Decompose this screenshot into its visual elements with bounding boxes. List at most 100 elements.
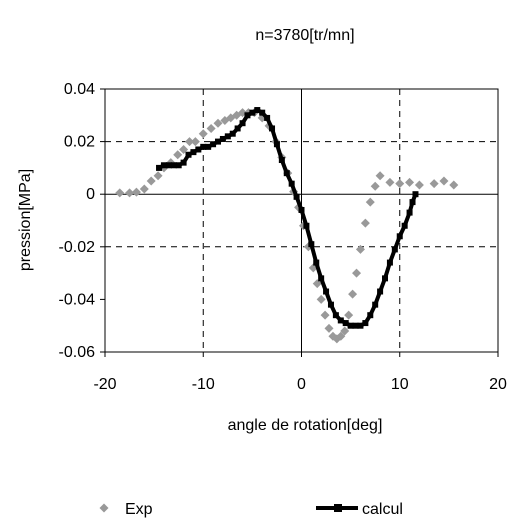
calcul-point — [205, 143, 212, 150]
calcul-point — [412, 191, 419, 198]
y-axis-ticks: -0.06 -0.04 -0.02 0 0.02 0.04 — [59, 81, 105, 361]
zero-lines — [105, 89, 498, 352]
calcul-point — [185, 151, 192, 158]
calcul-point — [308, 241, 315, 248]
exp-point — [198, 129, 208, 139]
calcul-point — [357, 322, 364, 329]
legend-calcul-label: calcul — [362, 501, 403, 518]
calcul-point — [293, 193, 300, 200]
calcul-point — [254, 107, 261, 114]
x-tick-label: 10 — [391, 376, 409, 393]
calcul-point — [313, 259, 320, 266]
calcul-point — [259, 109, 266, 116]
calcul-point — [318, 275, 325, 282]
calcul-point — [234, 125, 241, 132]
legend-exp-label: Exp — [125, 501, 153, 518]
y-tick-label: 0.02 — [64, 134, 95, 151]
calcul-point — [170, 162, 177, 169]
calcul-point — [160, 162, 167, 169]
y-axis-title: pression[MPa] — [17, 169, 34, 271]
exp-point — [125, 188, 135, 198]
y-tick-label: -0.04 — [59, 291, 96, 308]
exp-point — [352, 268, 362, 278]
calcul-point — [386, 259, 393, 266]
exp-point — [375, 171, 385, 181]
calcul-point — [342, 320, 349, 327]
x-tick-label: -10 — [192, 376, 215, 393]
calcul-point — [303, 222, 310, 229]
calcul-point — [337, 317, 344, 324]
series-calcul — [156, 107, 419, 329]
exp-point — [316, 294, 326, 304]
exp-point — [115, 188, 125, 198]
exp-point — [324, 323, 334, 333]
calcul-point — [224, 133, 231, 140]
exp-point — [139, 184, 149, 194]
calcul-point — [190, 149, 197, 156]
x-tick-label: 20 — [489, 376, 507, 393]
calcul-point — [362, 320, 369, 327]
x-axis-title: angle de rotation[deg] — [228, 417, 383, 434]
exp-point — [395, 179, 405, 189]
calcul-point — [214, 138, 221, 145]
calcul-point — [249, 109, 256, 116]
chart-title: n=3780[tr/mn] — [255, 27, 354, 44]
calcul-point — [347, 322, 354, 329]
calcul-point — [283, 170, 290, 177]
calcul-point — [382, 275, 389, 282]
exp-point — [173, 150, 183, 160]
calcul-point — [332, 312, 339, 319]
calcul-point — [229, 130, 236, 137]
calcul-point — [219, 135, 226, 142]
exp-point — [405, 177, 415, 187]
calcul-point — [175, 162, 182, 169]
calcul-point — [409, 199, 416, 206]
calcul-point — [244, 112, 251, 119]
exp-point — [348, 289, 358, 299]
calcul-point — [195, 146, 202, 153]
calcul-point — [165, 162, 172, 169]
calcul-point — [156, 164, 163, 171]
calcul-point — [239, 120, 246, 127]
exp-point — [320, 310, 330, 320]
y-tick-label: 0.04 — [64, 81, 95, 98]
exp-point — [385, 177, 395, 187]
exp-point — [340, 326, 350, 336]
calcul-point — [323, 288, 330, 295]
exp-point — [146, 176, 156, 186]
calcul-point — [391, 246, 398, 253]
exp-point — [131, 187, 141, 197]
calcul-point — [210, 141, 217, 148]
exp-point — [360, 218, 370, 228]
exp-point — [336, 331, 346, 341]
calcul-point — [288, 180, 295, 187]
legend-exp-marker — [99, 503, 109, 513]
calcul-point — [264, 114, 271, 121]
legend-calcul-marker — [334, 504, 342, 512]
calcul-point — [396, 233, 403, 240]
x-axis-ticks: -20 -10 0 10 20 — [93, 352, 507, 393]
exp-point — [312, 279, 322, 289]
calcul-point — [273, 141, 280, 148]
exp-point — [206, 123, 216, 133]
exp-point — [429, 179, 439, 189]
calcul-point — [180, 159, 187, 166]
legend: Exp calcul — [99, 501, 403, 518]
calcul-point — [327, 301, 334, 308]
y-tick-label: -0.02 — [59, 239, 96, 256]
exp-point — [370, 181, 380, 191]
y-tick-label: -0.06 — [59, 344, 96, 361]
exp-point — [449, 180, 459, 190]
exp-point — [414, 180, 424, 190]
exp-point — [365, 197, 375, 207]
calcul-point — [352, 322, 359, 329]
exp-point — [355, 244, 365, 254]
calcul-point — [298, 206, 305, 213]
calcul-point — [406, 209, 413, 216]
x-tick-label: -20 — [93, 376, 116, 393]
exp-point — [184, 137, 194, 147]
exp-point — [213, 118, 223, 128]
calcul-point — [269, 125, 276, 132]
calcul-point — [401, 222, 408, 229]
